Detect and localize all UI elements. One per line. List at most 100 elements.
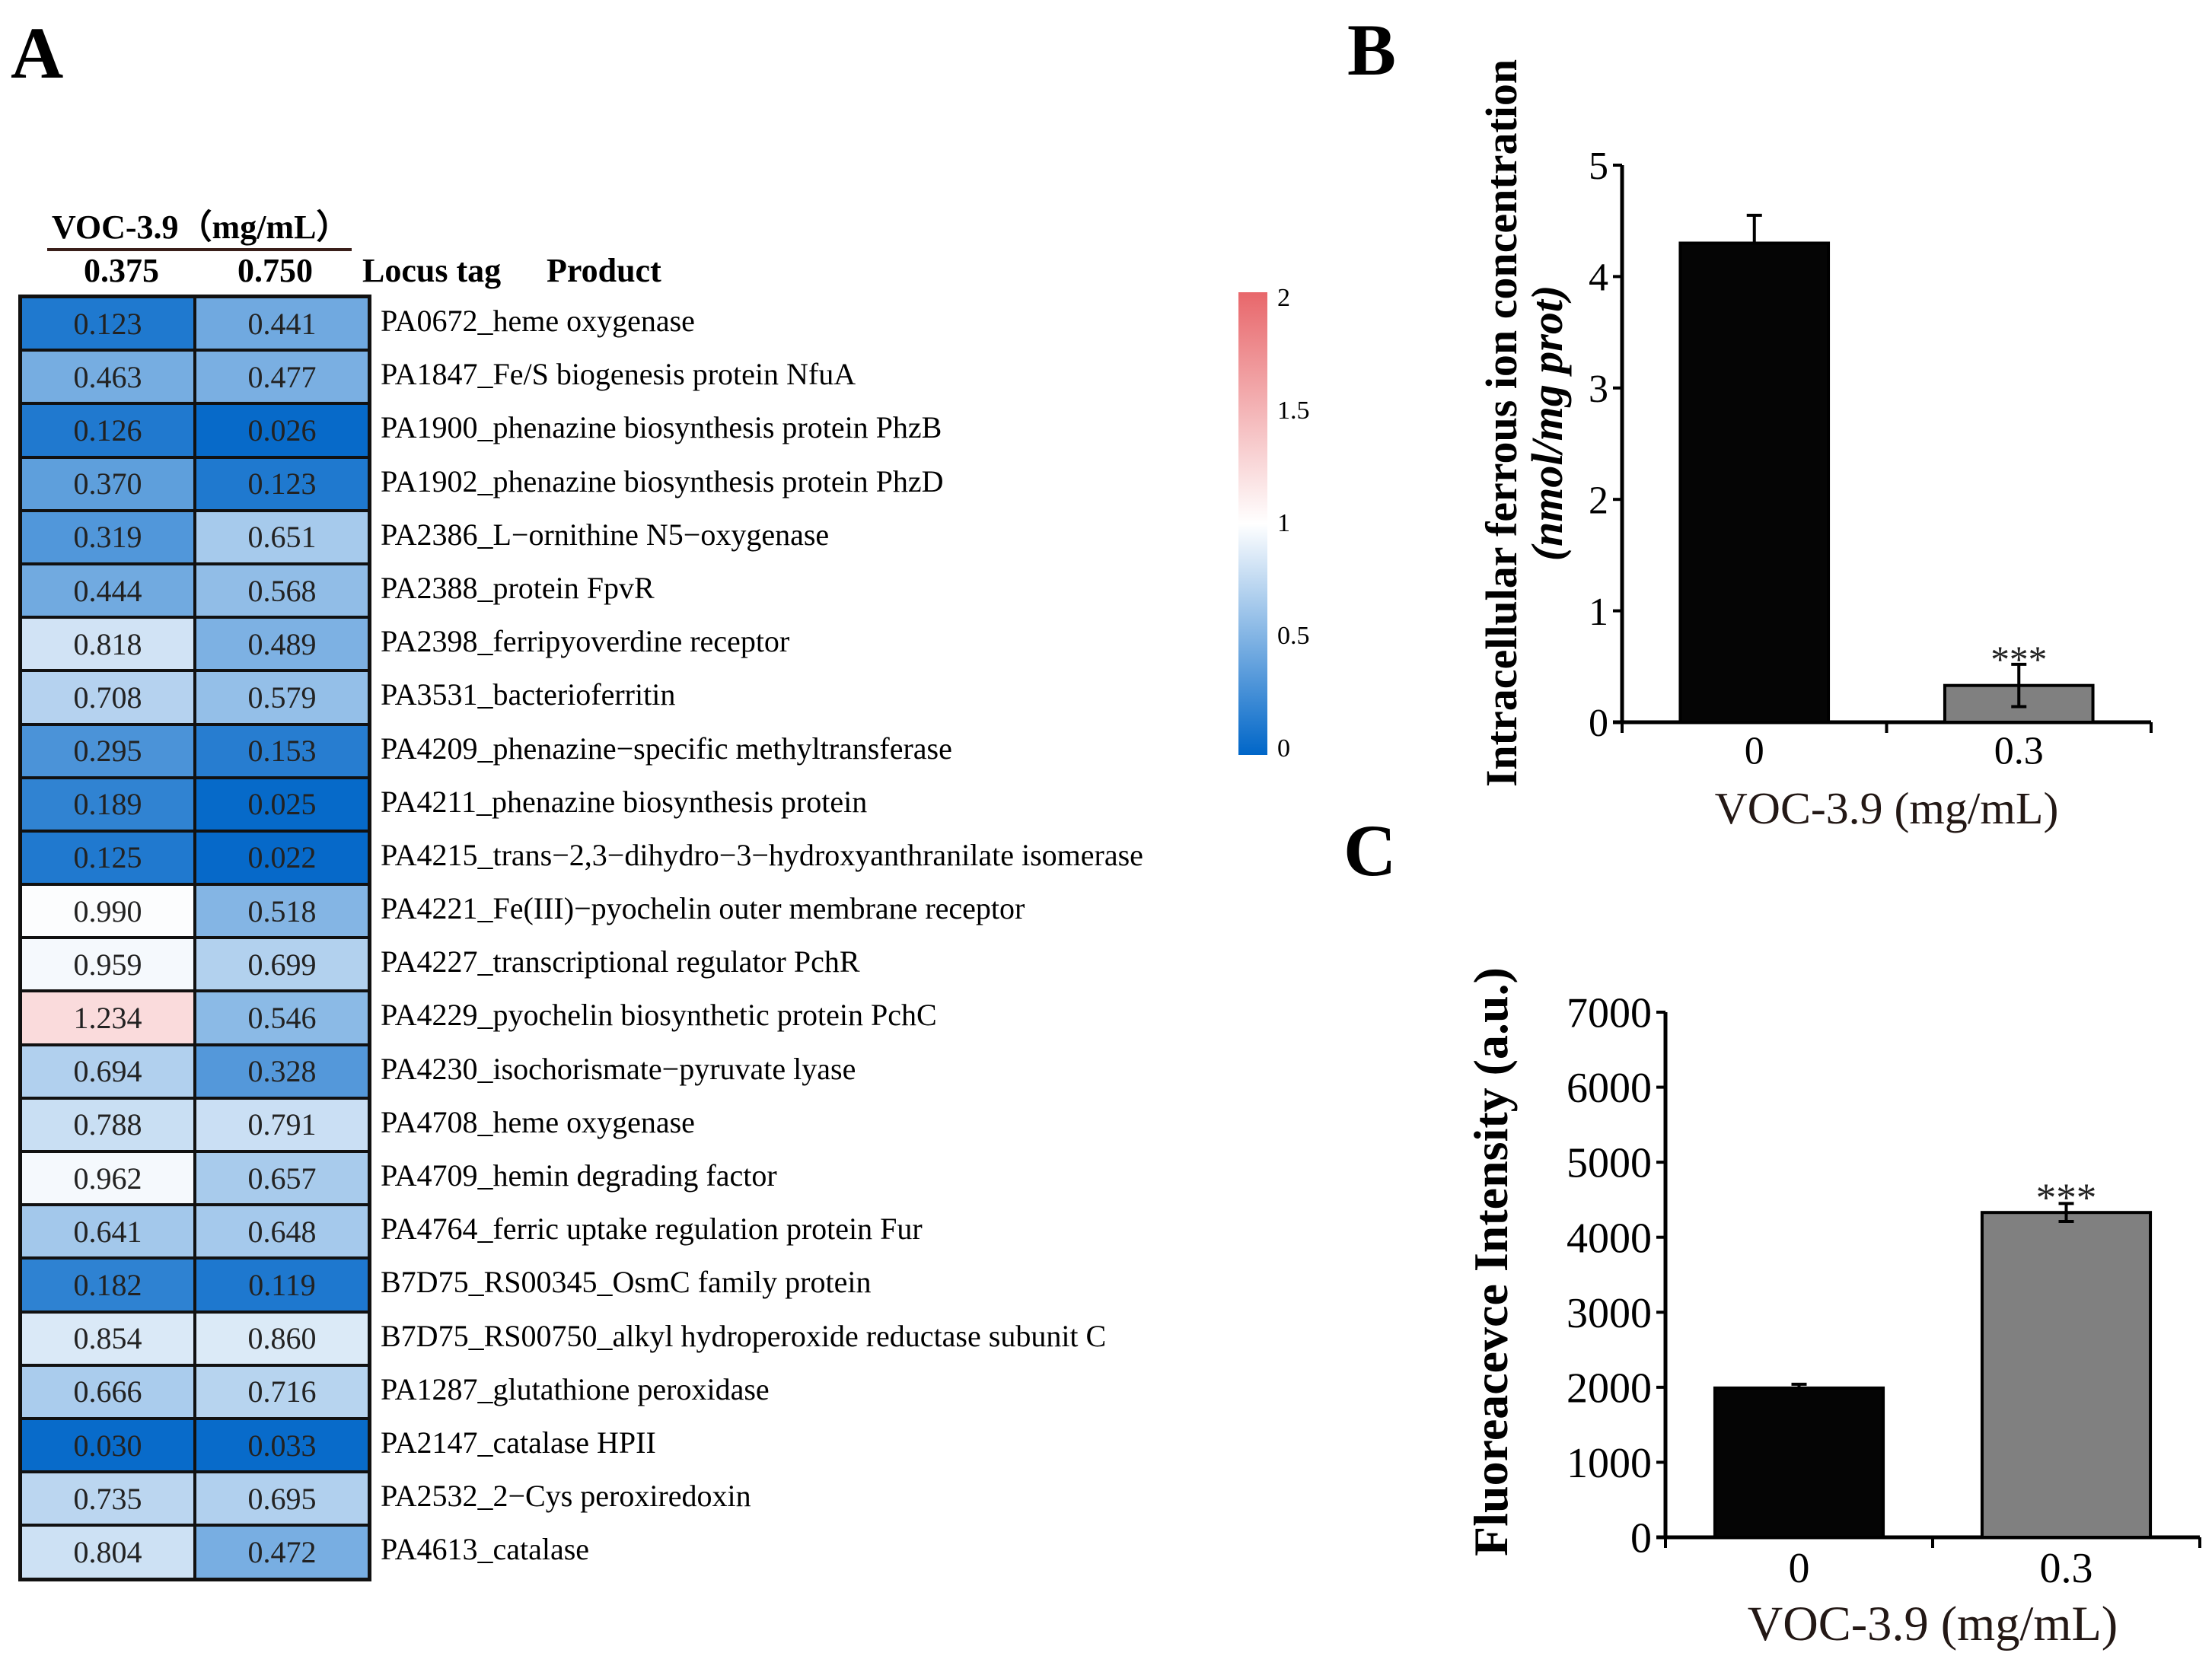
- heatmap-row-label: PA4229_pyochelin biosynthetic protein Pc…: [381, 998, 937, 1033]
- heatmap-cell: 0.990: [21, 884, 195, 938]
- y-axis-label-units: (nmol/mg prot): [1522, 285, 1572, 562]
- heatmap-cell: 0.182: [21, 1258, 195, 1312]
- heatmap-row-label: PA4708_heme oxygenase: [381, 1104, 695, 1139]
- heatmap-row-label: PA4221_Fe(III)−pyochelin outer membrane …: [381, 891, 1025, 926]
- y-tick-label: 3: [1589, 368, 1608, 411]
- heatmap-row-label: PA3531_bacterioferritin: [381, 677, 676, 712]
- heatmap-row: 0.030 0.033: [21, 1418, 369, 1473]
- x-tick-label: 0.3: [1994, 730, 2044, 773]
- heatmap-cell: 0.153: [195, 724, 369, 778]
- heatmap-cell: 0.804: [21, 1525, 195, 1579]
- heatmap-row: 0.182 0.119: [21, 1258, 369, 1312]
- heatmap-row: 0.319 0.651: [21, 510, 369, 564]
- heatmap-row: 0.694 0.328: [21, 1044, 369, 1098]
- heatmap-row-label: PA2388_protein FpvR: [381, 570, 655, 605]
- y-tick-label: 6000: [1567, 1065, 1652, 1112]
- heatmap-row-label: B7D75_RS00345_OsmC family protein: [381, 1265, 872, 1300]
- heatmap-row-label: B7D75_RS00750_alkyl hydroperoxide reduct…: [381, 1318, 1107, 1353]
- heatmap-row-label: PA2532_2−Cys peroxiredoxin: [381, 1479, 751, 1514]
- heatmap-cell: 0.119: [195, 1258, 369, 1312]
- y-tick-label: 4000: [1567, 1215, 1652, 1262]
- y-tick-label: 5000: [1567, 1140, 1652, 1187]
- heatmap-cell: 0.860: [195, 1311, 369, 1365]
- heatmap-cell: 0.025: [195, 777, 369, 831]
- colorbar-tick-label: 0.5: [1277, 622, 1310, 650]
- heatmap-cell: 0.694: [21, 1044, 195, 1098]
- heatmap-column-header: 0.750: [237, 252, 313, 289]
- heatmap-cell: 0.463: [21, 350, 195, 404]
- heatmap-row: 0.818 0.489: [21, 617, 369, 671]
- heatmap-row-label: PA4227_transcriptional regulator PchR: [381, 944, 860, 979]
- colorbar: [1238, 292, 1267, 755]
- y-axis-label: Intracellular ferrous ion concentration: [1477, 59, 1526, 787]
- x-axis-label: VOC-3.9 (mg/mL): [1715, 783, 2059, 833]
- panel-label-a: A: [11, 12, 64, 94]
- heatmap-cell: 0.579: [195, 670, 369, 725]
- heatmap-row-label: PA2398_ferripyoverdine receptor: [381, 624, 790, 659]
- heatmap-cell: 0.641: [21, 1205, 195, 1259]
- heatmap-row: 0.959 0.699: [21, 938, 369, 992]
- x-tick-label: 0: [1745, 730, 1764, 773]
- heatmap-cell: 0.489: [195, 617, 369, 671]
- heatmap-cell: 0.651: [195, 510, 369, 564]
- heatmap-cell: 0.657: [195, 1151, 369, 1205]
- colorbar-tick-label: 1.5: [1277, 397, 1310, 425]
- heatmap-cell: 0.444: [21, 563, 195, 618]
- y-tick-label: 2000: [1567, 1365, 1652, 1412]
- heatmap-row: 0.788 0.791: [21, 1097, 369, 1151]
- colorbar-tick-label: 0: [1277, 734, 1290, 763]
- heatmap-cell: 0.030: [21, 1418, 195, 1473]
- panel-label-b: B: [1347, 9, 1397, 91]
- heatmap-row: 1.234 0.546: [21, 991, 369, 1045]
- y-tick-label: 4: [1589, 256, 1608, 300]
- heatmap-row: 0.962 0.657: [21, 1151, 369, 1205]
- heatmap-row-label: PA4211_phenazine biosynthesis protein: [381, 784, 868, 819]
- heatmap-cell: 0.716: [195, 1365, 369, 1419]
- heatmap-row: 0.463 0.477: [21, 350, 369, 404]
- heatmap-cell: 0.033: [195, 1418, 369, 1473]
- x-tick-label: 0.3: [2040, 1545, 2093, 1592]
- heatmap-row-label: PA4709_hemin degrading factor: [381, 1158, 777, 1193]
- y-tick-label: 2: [1589, 479, 1608, 522]
- heatmap-cell: 0.370: [21, 457, 195, 511]
- panel-label-c: C: [1343, 810, 1397, 891]
- heatmap-cell: 0.328: [195, 1044, 369, 1098]
- heatmap-title: VOC-3.9（mg/mL）: [52, 209, 350, 246]
- heatmap-row: 0.125 0.022: [21, 830, 369, 885]
- y-tick-label: 3000: [1567, 1290, 1652, 1337]
- heatmap-cell: 0.477: [195, 350, 369, 404]
- y-axis-label: Fluoreacevce Intensity (a.u.): [1464, 967, 1518, 1556]
- heatmap-row: 0.990 0.518: [21, 884, 369, 938]
- heatmap-row: 0.735 0.695: [21, 1472, 369, 1526]
- heatmap-cell: 0.022: [195, 830, 369, 885]
- heatmap-title-rule: [47, 248, 352, 251]
- y-tick-label: 7000: [1567, 990, 1652, 1037]
- y-tick-label: 1000: [1567, 1440, 1652, 1487]
- heatmap-row: 0.666 0.716: [21, 1365, 369, 1419]
- heatmap-row: 0.444 0.568: [21, 563, 369, 618]
- heatmap-row-label: PA4230_isochorismate−pyruvate lyase: [381, 1051, 856, 1086]
- heatmap-row-label: PA1900_phenazine biosynthesis protein Ph…: [381, 410, 942, 445]
- heatmap-cell: 0.125: [21, 830, 195, 885]
- heatmap-row-label: PA4613_catalase: [381, 1532, 590, 1567]
- heatmap-cell: 0.735: [21, 1472, 195, 1526]
- heatmap-cell: 0.708: [21, 670, 195, 725]
- heatmap-row: 0.370 0.123: [21, 457, 369, 511]
- heatmap-cell: 0.441: [195, 297, 369, 351]
- heatmap-cell: 0.546: [195, 991, 369, 1045]
- heatmap-row: 0.189 0.025: [21, 777, 369, 831]
- heatmap-cell: 0.472: [195, 1525, 369, 1579]
- y-tick-label: 1: [1589, 591, 1608, 634]
- heatmap-row: 0.854 0.860: [21, 1311, 369, 1365]
- heatmap-row: 0.295 0.153: [21, 724, 369, 778]
- significance-label: ***: [2036, 1175, 2097, 1220]
- heatmap-row-label: PA1847_Fe/S biogenesis protein NfuA: [381, 357, 856, 392]
- heatmap-cell: 1.234: [21, 991, 195, 1045]
- heatmap-cell: 0.123: [195, 457, 369, 511]
- heatmap-cell: 0.788: [21, 1097, 195, 1151]
- heatmap-cell: 0.126: [21, 403, 195, 457]
- bar: [1678, 241, 1831, 725]
- x-axis-label: VOC-3.9 (mg/mL): [1748, 1597, 2118, 1651]
